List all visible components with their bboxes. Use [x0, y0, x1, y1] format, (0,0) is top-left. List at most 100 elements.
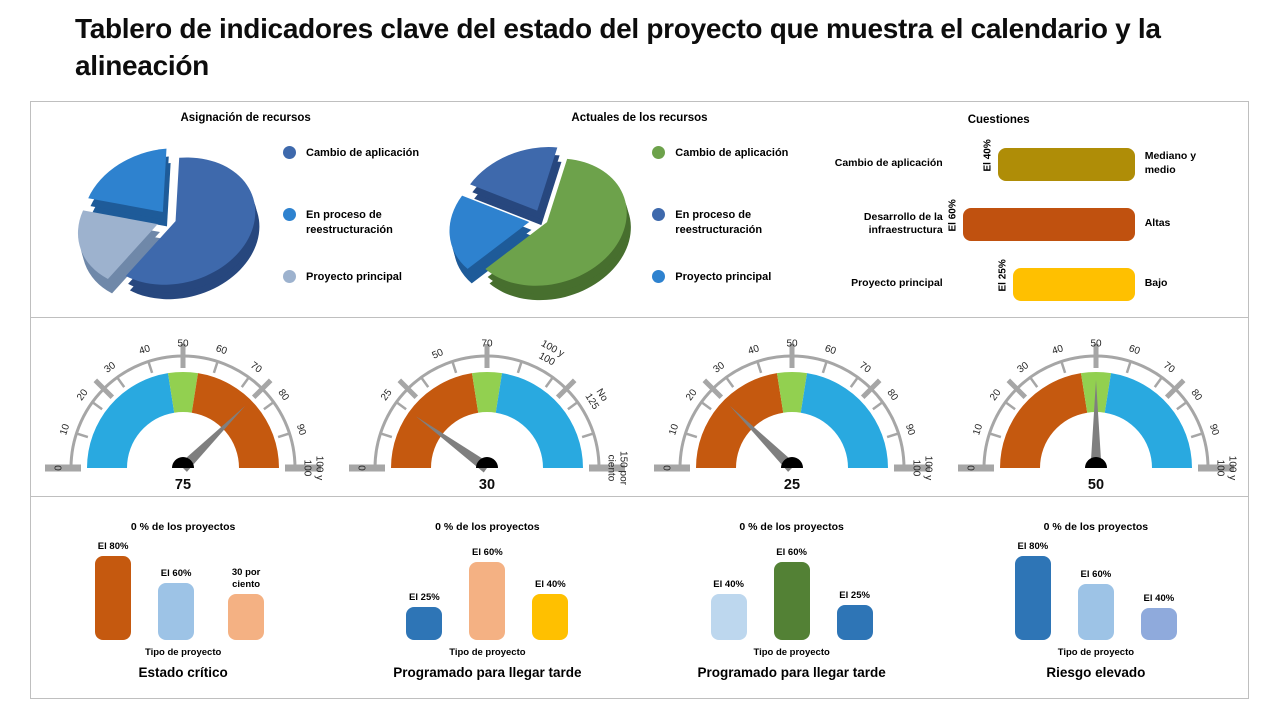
gauge-tick	[91, 401, 103, 411]
gauge-tick	[76, 432, 89, 439]
bar-item: El 80%	[1014, 541, 1051, 640]
gauge-tick-label: 150 por	[618, 451, 629, 486]
issue-label: Proyecto principal	[851, 277, 943, 290]
issue-severity-label: Altas	[1144, 217, 1171, 230]
bar-item: El 60%	[469, 547, 506, 640]
pie-chart-actuales	[449, 147, 632, 301]
gauge-tick-label: 70	[248, 360, 264, 376]
gauge-tick	[1060, 361, 1067, 374]
bar-item: El 40%	[710, 579, 747, 640]
gauge-tick-label: 0	[54, 465, 65, 471]
bar	[158, 583, 195, 640]
bar-item: El 25%	[836, 590, 873, 640]
bar-item: El 60%	[158, 568, 195, 640]
bar-chart-title: 0 % de los proyectos	[1043, 521, 1149, 533]
gauge-tick-label: 60	[1127, 343, 1141, 357]
gauge-tick-label: 25	[379, 387, 395, 403]
gauge-tick	[397, 378, 419, 400]
bar	[1140, 608, 1177, 640]
gauge-tick	[212, 361, 219, 374]
gauge-value-label: 50	[1088, 477, 1104, 493]
bar	[836, 605, 873, 640]
gauge-tick	[1153, 376, 1163, 388]
legend-label: Cambio de aplicación	[675, 147, 789, 159]
gauge-band-segment	[1104, 373, 1192, 468]
bar-value-label: El 80%	[1017, 541, 1049, 553]
gauge-cell: 0 25 50 70 100 y 100 No 125 150 por ciento 30	[335, 318, 639, 496]
legend-dot-icon	[283, 270, 296, 283]
gauge-tick-label: 80	[884, 387, 900, 403]
gauge-tick-label: 70	[857, 360, 873, 376]
pie-actuales-title: Actuales de los recursos	[571, 112, 708, 124]
gauge-tick-label: 30	[1015, 360, 1031, 376]
gauge-tick	[380, 432, 393, 439]
issue-row: Proyecto principal El 25% Bajo	[819, 254, 1248, 314]
gauge-tick	[277, 432, 291, 439]
gauge-cell: 0 10 20 30 40 50 60 70 80 90 100 y 100 50	[944, 318, 1248, 496]
panel-bar-charts: 0 % de los proyectos El 80% El 60% 30 por c…	[30, 496, 1249, 699]
issues-block: Cuestiones Cambio de aplicación El 40% Med…	[819, 102, 1248, 317]
legend-label: En proceso de reestructuración	[306, 209, 393, 236]
gauge-tick-label: 60	[823, 343, 837, 357]
bar-chart-title: 0 % de los proyectos	[435, 521, 540, 533]
pie-chart-asignacion-block: Asignación de recursos Cambio de aplicac…	[31, 102, 460, 317]
legend-label: En proceso de reestructuración	[675, 209, 763, 236]
gauge-tick	[556, 378, 577, 400]
gauge-tick-label: 100 y	[922, 456, 933, 480]
gauge-tick-label: 0	[662, 465, 673, 471]
gauge-tick-label: 90	[294, 423, 308, 437]
bar-chart-cell: 0 % de los proyectos El 25% El 60% El 40% Ti…	[335, 497, 639, 698]
gauge-band-segment	[472, 372, 503, 413]
gauge-tick-label: 100	[910, 460, 921, 477]
pie-slice	[77, 210, 158, 279]
bar-value-label: El 60%	[160, 568, 192, 580]
gauge-tick-label: 0	[967, 465, 978, 471]
issue-percent-label: El 25%	[997, 258, 1009, 291]
gauge-band-segment	[800, 373, 888, 468]
gauge-tick-label: 10	[667, 422, 681, 436]
legend-dot-icon	[652, 208, 666, 221]
gauge-tick-label: 40	[746, 343, 760, 357]
gauge-tick	[1164, 378, 1186, 400]
dashboard: Asignación de recursos Cambio de aplicac…	[30, 101, 1249, 699]
issue-bar-track: El 60%	[943, 199, 1135, 241]
gauge-cell: 0 10 20 30 40 50 60 70 80 90 100 y 100 75	[31, 318, 335, 496]
gauge-tick-label: 40	[1051, 343, 1065, 357]
legend-label: Cambio de aplicación	[306, 147, 420, 159]
gauge-tick	[1176, 401, 1188, 411]
gauge-tick	[1004, 401, 1016, 411]
gauge-needle	[179, 405, 246, 472]
gauge-tick-label: 80	[276, 387, 292, 403]
gauge-tick	[116, 376, 126, 388]
bar-value-label: El 40%	[713, 579, 744, 591]
bar-value-label: 30 por ciento	[231, 567, 261, 591]
pie-slice	[470, 147, 558, 211]
gauge-tick-label: ciento	[606, 455, 617, 482]
legend-item: Cambio de aplicación	[652, 146, 822, 208]
bar	[406, 607, 443, 640]
gauge-tick	[700, 401, 712, 411]
issue-bar	[1012, 267, 1135, 301]
issues-title: Cuestiones	[967, 114, 1030, 126]
pie-slice	[125, 157, 256, 285]
bar	[532, 594, 569, 640]
issue-bar	[997, 147, 1135, 181]
bar-item: 30 por ciento	[221, 567, 271, 640]
gauge-needle	[729, 405, 796, 472]
bar	[228, 594, 265, 640]
gauge-tick-label: 50	[786, 339, 798, 350]
gauge-tick-label: 20	[684, 387, 700, 403]
pie-3d-group	[77, 148, 260, 300]
gauge-tick-label: 90	[902, 423, 916, 437]
gauge-tick	[240, 376, 250, 388]
gauge-tick-label: 20	[988, 387, 1004, 403]
gauge-tick	[849, 376, 859, 388]
gauge-tick	[1190, 432, 1203, 439]
gauge-tick-label: 20	[75, 387, 91, 403]
gauge-tick-label: 100	[1214, 460, 1225, 477]
issue-label: Cambio de aplicación	[834, 157, 943, 170]
bar-value-label: El 60%	[472, 547, 503, 559]
gauge-cell: 0 10 20 30 40 50 60 70 80 90 100 y 100 25	[640, 318, 944, 496]
gauge-band-segment	[695, 373, 783, 468]
issue-row: Desarrollo de la infraestructura El 60% Al…	[819, 194, 1248, 254]
